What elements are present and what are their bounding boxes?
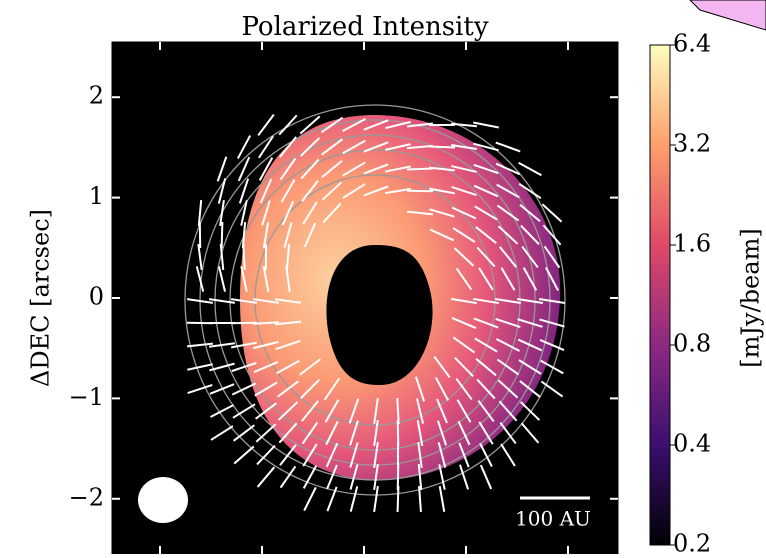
colorbar-tick-label: 0.2	[673, 530, 711, 555]
scale-label: 100 AU	[515, 507, 591, 531]
y-axis-label: ΔDEC [arcsec]	[27, 209, 55, 387]
polarization-vector	[243, 244, 244, 270]
y-tick-label: 2	[89, 82, 104, 110]
y-tick-label: 1	[89, 182, 104, 210]
page: 100 AU Polarized Intensity ΔDEC [arcsec]…	[0, 0, 766, 554]
colorbar-tick-label: 6.4	[673, 30, 711, 58]
image: 100 AU	[112, 42, 618, 554]
beam	[138, 477, 188, 523]
colorbar-label: [mJy/beam]	[737, 228, 765, 367]
chart: 100 AU Polarized Intensity ΔDEC [arcsec]…	[0, 0, 766, 554]
polarization-vector	[398, 486, 399, 512]
polarization-vector	[429, 146, 455, 147]
y-tick-label: 0	[89, 283, 104, 311]
colorbar-tick-label: 1.6	[673, 230, 711, 258]
decoration	[690, 0, 766, 30]
chart-title: Polarized Intensity	[241, 12, 488, 42]
colorbar-tick-label: 0.4	[673, 430, 711, 458]
polarization-vector	[407, 191, 433, 192]
y-tick-label: −2	[69, 483, 104, 511]
colorbar-tick-label: 3.2	[673, 130, 711, 158]
colorbar	[650, 45, 670, 545]
y-tick-label: −1	[69, 383, 104, 411]
colorbar-tick-label: 0.8	[673, 330, 711, 358]
